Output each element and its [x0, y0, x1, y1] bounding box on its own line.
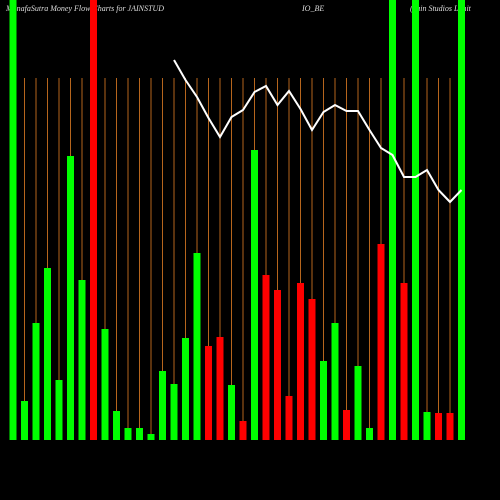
bar — [113, 411, 120, 440]
bar — [297, 283, 304, 440]
bar — [182, 338, 189, 440]
bar — [101, 329, 109, 440]
chart-title: (Jain Studios Limit — [410, 4, 472, 13]
bar — [228, 385, 235, 440]
line — [173, 59, 463, 204]
bar — [366, 428, 373, 440]
bar — [377, 244, 385, 440]
bar — [446, 413, 454, 440]
bar — [90, 0, 97, 440]
chart-title: IO_BE — [301, 4, 324, 13]
bar — [193, 253, 201, 440]
bar — [205, 346, 212, 440]
bar — [136, 428, 143, 440]
bar — [44, 268, 51, 440]
bar — [400, 283, 408, 440]
bar — [285, 396, 293, 440]
bar — [55, 380, 63, 440]
bar — [78, 280, 86, 440]
bar — [159, 371, 166, 440]
bar — [170, 384, 178, 440]
bar — [239, 421, 247, 440]
bar — [274, 290, 281, 440]
bar — [458, 0, 465, 440]
bar — [262, 275, 270, 440]
chart-title: MunafaSutra Money Flow Charts for JAINST… — [5, 4, 164, 13]
bar — [21, 401, 28, 440]
bar — [251, 150, 258, 440]
bar — [147, 434, 155, 440]
bar — [9, 0, 17, 440]
bar — [412, 0, 419, 440]
bar — [216, 337, 224, 440]
bar — [354, 366, 362, 440]
bar — [67, 156, 74, 440]
bar — [320, 361, 327, 440]
bar — [308, 299, 316, 440]
bar — [435, 413, 442, 440]
bar — [331, 323, 339, 440]
bar — [32, 323, 40, 440]
bar — [124, 428, 132, 440]
bar — [389, 0, 396, 440]
bar — [423, 412, 431, 440]
bar — [343, 410, 350, 440]
